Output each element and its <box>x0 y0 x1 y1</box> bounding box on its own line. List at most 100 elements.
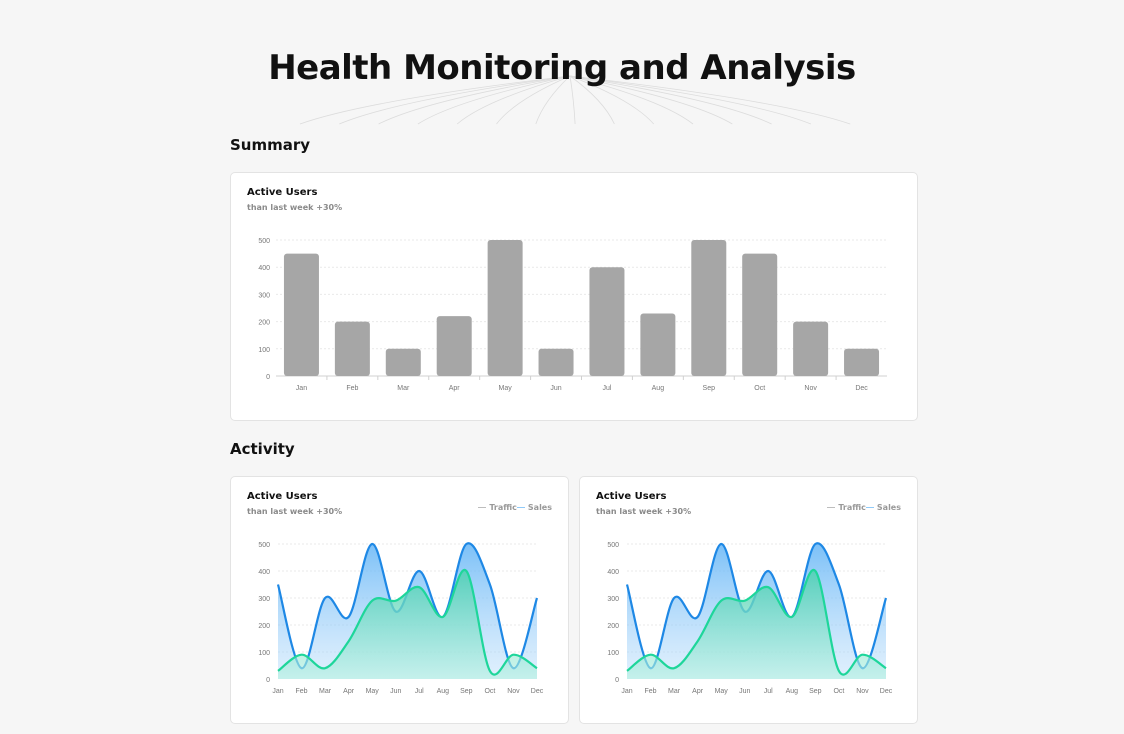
title-decoration <box>299 75 851 125</box>
x-tick-label: Apr <box>449 385 461 392</box>
legend-item-traffic[interactable]: Traffic <box>827 503 866 512</box>
card-title: Active Users <box>596 491 667 502</box>
sales-line-icon <box>865 507 874 508</box>
decoration-line <box>569 75 576 125</box>
activity-card-2: Active Users than last week +30% Traffic… <box>579 476 918 724</box>
x-tick-label: Mar <box>319 688 332 695</box>
decoration-line <box>569 75 772 125</box>
bar <box>487 240 523 376</box>
decoration-line <box>569 75 694 125</box>
x-tick-label: Jul <box>415 688 424 695</box>
x-tick-label: May <box>499 385 513 392</box>
x-tick-label: Sep <box>703 385 716 392</box>
sales-line <box>277 569 538 676</box>
decoration-line <box>569 75 812 125</box>
legend-label: Traffic <box>838 503 866 512</box>
x-tick-label: Dec <box>880 688 893 695</box>
x-tick-label: Aug <box>786 688 799 695</box>
bar <box>538 348 574 376</box>
x-tick-label: Jul <box>764 688 773 695</box>
x-tick-label: Apr <box>343 688 355 695</box>
bar <box>436 316 472 376</box>
x-tick-label: Nov <box>507 688 520 695</box>
y-tick-label: 200 <box>607 623 619 630</box>
y-tick-label: 300 <box>258 596 270 603</box>
legend-label: Sales <box>527 503 552 512</box>
x-tick-label: Oct <box>754 385 765 392</box>
bar <box>793 321 829 376</box>
decoration-line <box>569 75 851 125</box>
area-chart: 0 100 200 300 400 500 Jan Feb Mar Apr May Jun Jul Aug… <box>607 542 893 695</box>
x-tick-label: Sep <box>460 688 473 695</box>
decoration-line <box>378 75 571 125</box>
decoration-line <box>569 75 733 125</box>
y-tick-label: 0 <box>266 374 270 381</box>
y-tick-label: 500 <box>607 542 619 549</box>
decoration-line <box>456 75 571 125</box>
x-tick-label: Nov <box>856 688 869 695</box>
y-tick-label: 400 <box>607 569 619 576</box>
traffic-line-icon <box>827 507 836 508</box>
x-tick-label: Apr <box>692 688 704 695</box>
summary-card: Active Users than last week +30% 0 100 200… <box>230 172 918 421</box>
chart-legend: Traffic Sales <box>827 503 901 512</box>
y-tick-label: 200 <box>258 623 270 630</box>
y-tick-label: 500 <box>258 542 270 549</box>
y-tick-label: 200 <box>258 320 270 327</box>
y-tick-label: 100 <box>258 650 270 657</box>
y-tick-label: 300 <box>258 292 270 299</box>
y-tick-label: 300 <box>607 596 619 603</box>
x-tick-label: Jun <box>739 688 750 695</box>
bar <box>742 253 778 376</box>
x-tick-label: Jul <box>602 385 611 392</box>
x-tick-label: May <box>366 688 380 695</box>
x-tick-label: Aug <box>652 385 665 392</box>
decoration-line <box>339 75 571 125</box>
legend-label: Sales <box>876 503 901 512</box>
decoration-line <box>496 75 571 125</box>
bar <box>334 321 370 376</box>
chart-legend: Traffic Sales <box>478 503 552 512</box>
x-tick-label: Feb <box>296 688 308 695</box>
decoration-line <box>535 75 571 125</box>
decoration-line <box>299 75 571 125</box>
legend-item-sales[interactable]: Sales <box>516 503 552 512</box>
x-tick-label: Oct <box>484 688 495 695</box>
card-title: Active Users <box>247 491 318 502</box>
bar <box>691 240 727 376</box>
y-tick-label: 400 <box>258 569 270 576</box>
y-tick-label: 400 <box>258 265 270 272</box>
x-tick-label: Oct <box>833 688 844 695</box>
y-tick-label: 100 <box>607 650 619 657</box>
x-tick-label: Jan <box>296 385 307 392</box>
x-tick-label: Sep <box>809 688 822 695</box>
summary-section-title: Summary <box>230 136 311 154</box>
x-tick-label: Dec <box>855 385 868 392</box>
y-tick-label: 500 <box>258 238 270 245</box>
x-tick-label: Jan <box>272 688 283 695</box>
card-subtitle: than last week +30% <box>596 507 692 516</box>
x-tick-label: Feb <box>645 688 657 695</box>
legend-item-traffic[interactable]: Traffic <box>478 503 517 512</box>
bar-chart: 0 100 200 300 400 500 Jan Feb Mar Apr May Jun Jul Aug… <box>258 238 887 392</box>
decoration-line <box>569 75 655 125</box>
bar <box>844 348 880 376</box>
card-subtitle: than last week +30% <box>247 507 343 516</box>
y-tick-label: 0 <box>615 677 619 684</box>
activity-card-1: Active Users than last week +30% Traffic… <box>230 476 569 724</box>
x-tick-label: Jan <box>621 688 632 695</box>
sales-line-icon <box>516 507 525 508</box>
legend-label: Traffic <box>489 503 517 512</box>
x-tick-label: May <box>715 688 729 695</box>
x-tick-label: Aug <box>437 688 450 695</box>
traffic-line-icon <box>478 507 487 508</box>
bar <box>283 253 319 376</box>
page-title: Health Monitoring and Analysis <box>268 48 856 88</box>
x-tick-label: Dec <box>531 688 544 695</box>
bar <box>385 348 421 376</box>
x-tick-label: Jun <box>550 385 561 392</box>
legend-item-sales[interactable]: Sales <box>865 503 901 512</box>
activity-section-title: Activity <box>230 440 295 458</box>
card-subtitle: than last week +30% <box>247 203 343 212</box>
y-tick-label: 0 <box>266 677 270 684</box>
